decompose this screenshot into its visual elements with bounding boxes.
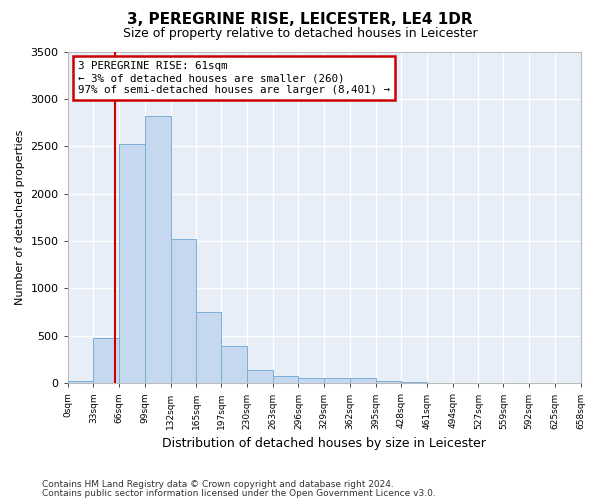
Text: 3, PEREGRINE RISE, LEICESTER, LE4 1DR: 3, PEREGRINE RISE, LEICESTER, LE4 1DR	[127, 12, 473, 28]
Y-axis label: Number of detached properties: Number of detached properties	[15, 130, 25, 305]
X-axis label: Distribution of detached houses by size in Leicester: Distribution of detached houses by size …	[162, 437, 486, 450]
Bar	[324, 378, 350, 384]
Bar	[401, 382, 427, 384]
Bar	[247, 370, 272, 384]
Bar	[298, 378, 324, 384]
Text: Size of property relative to detached houses in Leicester: Size of property relative to detached ho…	[122, 28, 478, 40]
Text: Contains HM Land Registry data © Crown copyright and database right 2024.: Contains HM Land Registry data © Crown c…	[42, 480, 394, 489]
Bar	[145, 116, 170, 384]
Text: Contains public sector information licensed under the Open Government Licence v3: Contains public sector information licen…	[42, 489, 436, 498]
Bar	[196, 312, 221, 384]
Bar	[94, 338, 119, 384]
Bar	[350, 378, 376, 384]
Bar	[119, 144, 145, 384]
Bar	[170, 239, 196, 384]
Bar	[221, 346, 247, 384]
Text: 3 PEREGRINE RISE: 61sqm
← 3% of detached houses are smaller (260)
97% of semi-de: 3 PEREGRINE RISE: 61sqm ← 3% of detached…	[78, 62, 390, 94]
Bar	[376, 382, 401, 384]
Bar	[272, 376, 298, 384]
Bar	[68, 382, 94, 384]
